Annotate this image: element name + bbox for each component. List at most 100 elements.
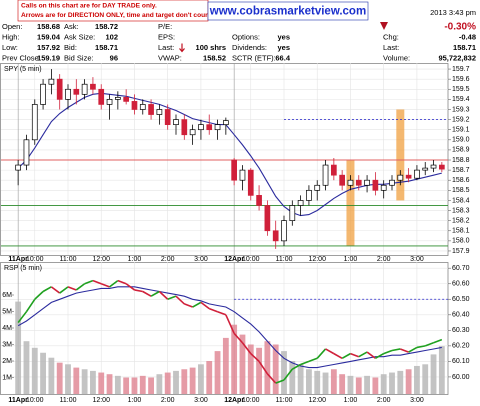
volume-bar xyxy=(73,367,80,394)
y-tick-label: 60.30 xyxy=(452,327,470,334)
y-tick-label: 159.0 xyxy=(452,137,470,144)
price-segment xyxy=(241,342,252,355)
candle-body xyxy=(189,129,196,136)
price-segment xyxy=(150,290,160,297)
candle-body xyxy=(40,83,46,105)
volume-bar xyxy=(339,374,346,394)
volume-bar xyxy=(405,369,412,394)
x-tick-label: 2:00 xyxy=(377,256,391,263)
y-tick-label: 159.3 xyxy=(452,106,470,113)
quote-label: Open: xyxy=(2,22,22,31)
volume-bar xyxy=(23,341,30,394)
price-segment xyxy=(391,348,401,352)
candle-body xyxy=(65,88,71,100)
volume-bar xyxy=(239,334,246,394)
x-tick-label: 3:00 xyxy=(194,397,208,404)
quote-label: Chg: xyxy=(383,32,399,41)
candle-body xyxy=(48,78,55,85)
volume-bar xyxy=(48,357,55,394)
x-tick-label: 12:00 xyxy=(92,256,110,263)
volume-bar xyxy=(414,365,420,394)
x-tick-label: 12Apr xyxy=(224,397,244,404)
candle-body xyxy=(380,184,387,191)
price-segment xyxy=(275,379,285,384)
x-tick-label: 2:00 xyxy=(161,397,175,404)
volume-bar xyxy=(397,370,404,394)
volume-bar xyxy=(114,375,121,394)
y-tick-label: 158.7 xyxy=(452,167,470,174)
candle-body xyxy=(106,99,113,105)
volume-bar xyxy=(380,374,387,394)
y-tick-label: 60.50 xyxy=(452,296,470,303)
x-tick-label: 10:00 xyxy=(242,256,260,263)
volume-bar xyxy=(148,377,154,394)
price-segment xyxy=(217,310,227,316)
volume-bar xyxy=(156,374,163,394)
volume-bar xyxy=(364,375,370,394)
quote-value: 158.68 xyxy=(37,22,60,31)
y-tick-label: 158.1 xyxy=(452,228,470,235)
price-segment xyxy=(233,332,244,344)
price-segment xyxy=(117,279,127,285)
candle-body xyxy=(281,220,287,242)
price-segment xyxy=(350,352,360,358)
volume-tick-label: 1M xyxy=(2,374,12,381)
quote-label: Bid: xyxy=(64,43,77,52)
volume-bar xyxy=(430,354,437,394)
quote-label: SCTR (ETF): xyxy=(232,53,276,62)
quote-value: yes xyxy=(277,43,290,52)
price-segment xyxy=(134,289,143,293)
x-tick-label: 12Apr xyxy=(224,256,244,263)
price-segment xyxy=(325,348,335,355)
volume-bar xyxy=(347,375,354,394)
quote-label: P/E: xyxy=(158,22,172,31)
volume-bar xyxy=(214,351,221,394)
candle-body xyxy=(397,174,404,181)
y-tick-label: 159.5 xyxy=(452,86,470,93)
candle-body xyxy=(81,83,88,95)
volume-bar xyxy=(65,364,71,394)
candle-body xyxy=(223,120,229,125)
candle-body xyxy=(56,78,63,100)
quote-label: Last: xyxy=(383,43,399,52)
candle-body xyxy=(115,97,121,100)
panel-title: RSP (5 min) xyxy=(4,265,42,272)
price-segment xyxy=(42,286,52,293)
quote-value: yes xyxy=(277,32,290,41)
quote-label: EPS: xyxy=(158,32,175,41)
quote-label: Low: xyxy=(2,43,18,52)
candle-body xyxy=(306,189,312,201)
candle-body xyxy=(389,179,395,186)
volume-bar xyxy=(247,344,254,394)
candle-body xyxy=(31,104,38,141)
volume-bar xyxy=(56,362,63,394)
highlight-bar xyxy=(396,109,405,201)
x-tick-label: 10:00 xyxy=(26,397,44,404)
price-segment xyxy=(158,290,169,300)
volume-bar xyxy=(272,344,279,394)
volume-bar xyxy=(281,351,287,394)
price-segment xyxy=(308,357,318,363)
y-tick-label: 60.60 xyxy=(452,281,470,288)
volume-tick-label: 5M xyxy=(2,308,12,315)
x-tick-label: 1:00 xyxy=(344,397,358,404)
moving-average xyxy=(17,286,442,369)
price-segment xyxy=(341,352,351,359)
candle-body xyxy=(231,159,237,181)
price-segment xyxy=(34,290,44,300)
quote-value: 66.4 xyxy=(275,53,290,62)
candle-body xyxy=(173,119,179,125)
volume-bar xyxy=(139,375,146,394)
quote-label: Ask Size: xyxy=(64,32,95,41)
price-segment xyxy=(383,349,393,355)
volume-bar xyxy=(189,367,196,394)
quote-label: Volume: xyxy=(383,53,410,62)
quote-label: Prev Close: xyxy=(2,53,41,62)
volume-bar xyxy=(231,324,238,394)
x-tick-label: 12:00 xyxy=(308,256,326,263)
price-segment xyxy=(424,342,434,347)
volume-bar xyxy=(173,370,179,394)
candle-body xyxy=(339,174,345,186)
price-segment xyxy=(92,279,102,285)
candle-body xyxy=(156,109,163,115)
